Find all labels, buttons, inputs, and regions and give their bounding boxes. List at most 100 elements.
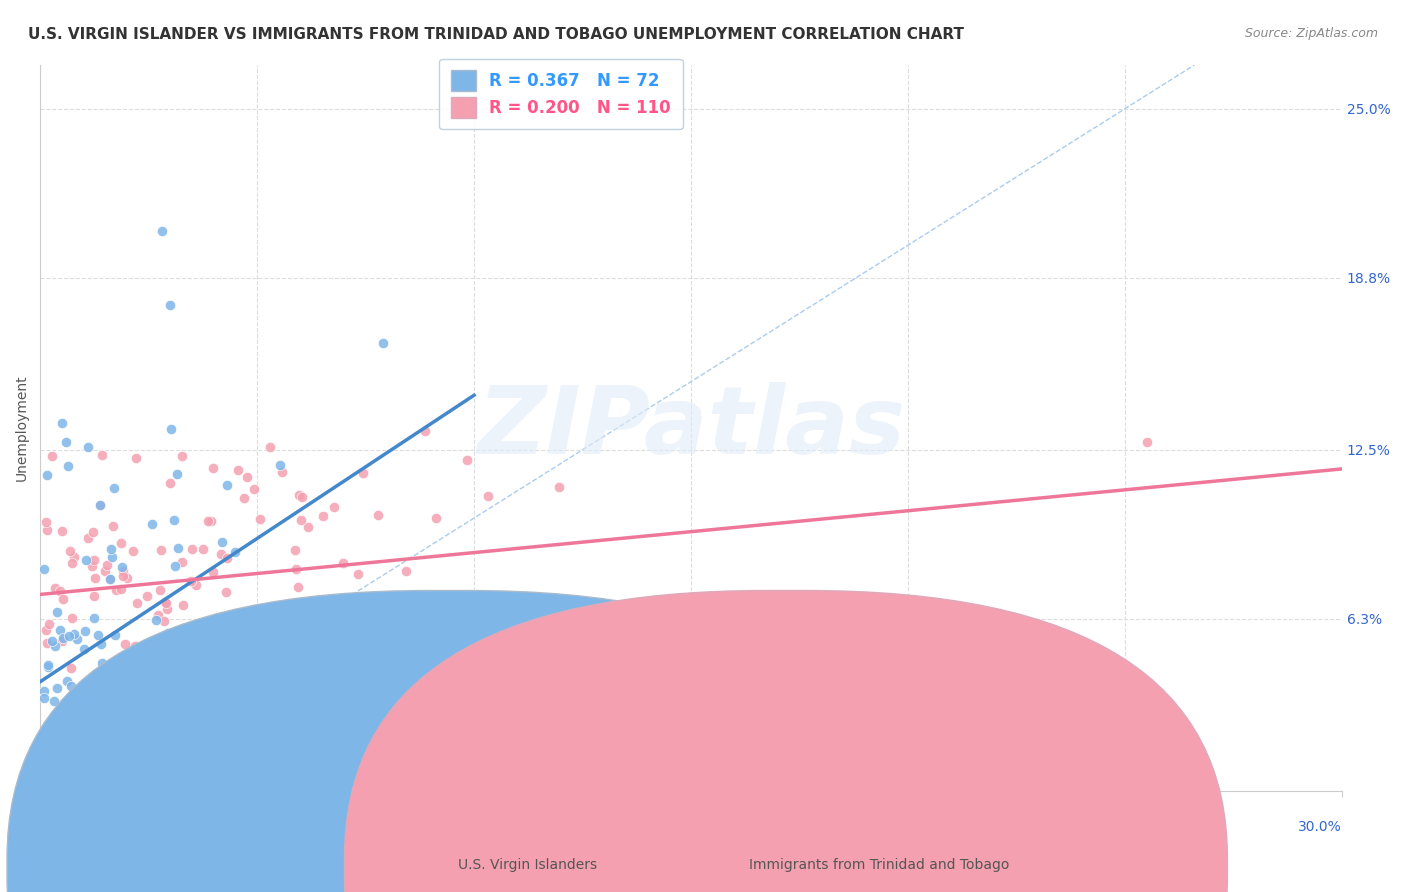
Point (197, 514, 219, 528)
Point (120, 736, 142, 750)
Point (322, 500, 344, 515)
Point (46, 681, 69, 695)
Point (91, 656, 114, 670)
Point (37, 660, 59, 674)
Point (226, 463, 249, 477)
Point (63, 550, 86, 565)
Point (413, 648, 436, 662)
Point (259, 441, 281, 455)
Point (90, 636, 112, 650)
Point (49, 584, 72, 599)
Point (86, 627, 108, 641)
Point (98, 573, 121, 587)
Point (332, 557, 354, 571)
Point (125, 450, 148, 465)
Point (58, 629, 80, 643)
Point (34, 562, 56, 576)
Point (76, 440, 98, 454)
Legend: R = 0.367   N = 72, R = 0.200   N = 110: R = 0.367 N = 72, R = 0.200 N = 110 (439, 59, 682, 129)
Point (155, 596, 177, 610)
Point (425, 511, 447, 525)
Point (156, 602, 179, 616)
Text: U.S. VIRGIN ISLANDER VS IMMIGRANTS FROM TRINIDAD AND TOBAGO UNEMPLOYMENT CORRELA: U.S. VIRGIN ISLANDER VS IMMIGRANTS FROM … (28, 27, 965, 42)
Point (312, 508, 335, 523)
Point (60, 556, 83, 570)
Point (86, 698, 108, 712)
Point (89, 498, 111, 512)
Point (159, 298, 181, 312)
Point (1136, 434, 1159, 449)
Point (80, 558, 103, 573)
Point (41, 449, 63, 463)
Point (163, 513, 186, 527)
Point (51, 416, 73, 430)
Point (156, 625, 179, 640)
Point (124, 639, 146, 653)
Y-axis label: Unemployment: Unemployment (15, 375, 30, 482)
Point (105, 582, 128, 597)
Text: ZIPatlas: ZIPatlas (477, 382, 905, 474)
Point (548, 480, 571, 494)
Point (180, 541, 202, 556)
Point (34, 757, 56, 772)
Point (56, 781, 79, 796)
Point (35, 623, 58, 637)
Point (197, 619, 219, 633)
Point (166, 467, 188, 481)
Point (87, 674, 110, 689)
Point (51, 633, 73, 648)
Point (180, 574, 202, 588)
Point (112, 569, 135, 583)
Point (139, 637, 162, 651)
Point (98, 684, 121, 698)
Point (146, 608, 169, 623)
Point (200, 515, 222, 529)
Point (172, 599, 194, 613)
Point (287, 580, 309, 594)
Point (37, 467, 59, 482)
Point (254, 627, 277, 641)
Point (110, 536, 132, 550)
Point (34, 690, 56, 705)
Point (110, 582, 132, 596)
Text: Immigrants from Trinidad and Tobago: Immigrants from Trinidad and Tobago (748, 858, 1010, 872)
Point (55, 434, 77, 449)
Point (44, 693, 66, 707)
Text: 30.0%: 30.0% (1298, 820, 1341, 834)
Point (35, 515, 58, 529)
Point (127, 781, 149, 796)
Point (37, 657, 59, 672)
Point (346, 605, 368, 619)
Point (103, 481, 125, 495)
Point (167, 541, 190, 555)
Point (42, 781, 65, 796)
Point (170, 555, 193, 569)
Point (215, 585, 238, 599)
Point (150, 225, 173, 239)
Point (211, 535, 233, 549)
Point (395, 564, 418, 578)
Point (184, 577, 207, 591)
Point (46, 605, 69, 619)
Point (352, 467, 374, 481)
Point (211, 640, 233, 654)
Text: Source: ZipAtlas.com: Source: ZipAtlas.com (1244, 27, 1378, 40)
Point (105, 654, 128, 668)
Point (141, 516, 163, 531)
Point (531, 710, 554, 724)
Point (104, 628, 127, 642)
Point (59, 781, 82, 796)
Point (117, 777, 139, 791)
Point (117, 572, 139, 586)
Point (249, 512, 271, 526)
Point (101, 549, 124, 564)
Point (270, 466, 292, 480)
Point (187, 635, 209, 649)
Point (59, 544, 82, 558)
Point (44, 581, 66, 595)
Point (209, 547, 232, 561)
Point (243, 482, 266, 496)
Point (90, 448, 112, 462)
Point (60, 753, 83, 767)
Point (290, 512, 312, 526)
